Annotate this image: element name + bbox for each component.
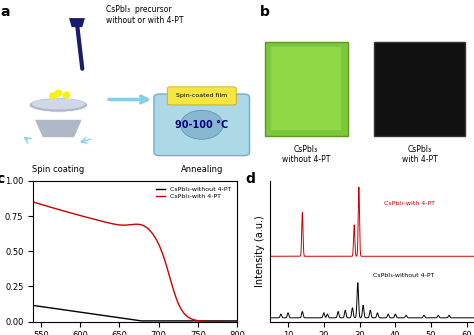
CsPbI₃-without 4-PT xyxy=(141,319,147,323)
CsPbI₃-with 4-PT xyxy=(234,320,240,324)
CsPbI₃-without 4-PT xyxy=(138,319,144,323)
CsPbI₃-without 4-PT xyxy=(127,317,133,321)
CsPbI₃-without 4-PT xyxy=(30,304,36,308)
CsPbI₃-without 4-PT xyxy=(198,319,203,323)
FancyBboxPatch shape xyxy=(271,47,341,130)
CsPbI₃-without 4-PT xyxy=(152,319,158,323)
Circle shape xyxy=(181,110,223,139)
Ellipse shape xyxy=(32,98,85,110)
Text: CsPbI₃
with 4-PT: CsPbI₃ with 4-PT xyxy=(401,145,438,164)
CsPbI₃-without 4-PT xyxy=(128,318,134,322)
Legend: CsPbI₃-without 4-PT, CsPbI₃-with 4-PT: CsPbI₃-without 4-PT, CsPbI₃-with 4-PT xyxy=(153,184,234,202)
Text: 90-100 °C: 90-100 °C xyxy=(175,120,228,130)
CsPbI₃-with 4-PT xyxy=(141,224,146,228)
Polygon shape xyxy=(69,18,85,27)
CsPbI₃-with 4-PT xyxy=(197,319,203,323)
CsPbI₃-with 4-PT xyxy=(152,234,157,239)
Text: a: a xyxy=(0,5,9,19)
FancyBboxPatch shape xyxy=(264,42,347,136)
CsPbI₃-without 4-PT xyxy=(234,319,240,323)
Text: Annealing: Annealing xyxy=(181,165,223,174)
Text: Spin coating: Spin coating xyxy=(32,165,84,174)
CsPbI₃-with 4-PT xyxy=(127,223,133,227)
Polygon shape xyxy=(35,119,82,137)
Text: b: b xyxy=(260,5,270,19)
FancyBboxPatch shape xyxy=(374,42,465,136)
Ellipse shape xyxy=(29,98,88,112)
Text: CsPbI₃-without 4-PT: CsPbI₃-without 4-PT xyxy=(374,273,435,278)
Text: c: c xyxy=(0,173,5,187)
Text: d: d xyxy=(246,173,255,187)
Line: CsPbI₃-without 4-PT: CsPbI₃-without 4-PT xyxy=(33,306,237,321)
Text: CsPbI₃-with 4-PT: CsPbI₃-with 4-PT xyxy=(383,201,435,206)
Text: CsPbI₃
without 4-PT: CsPbI₃ without 4-PT xyxy=(282,145,330,164)
CsPbI₃-with 4-PT xyxy=(229,320,235,324)
Y-axis label: Intensity (a.u.): Intensity (a.u.) xyxy=(255,215,264,287)
FancyBboxPatch shape xyxy=(154,94,249,155)
Ellipse shape xyxy=(63,91,70,98)
CsPbI₃-with 4-PT xyxy=(128,223,134,227)
Ellipse shape xyxy=(55,89,63,97)
FancyBboxPatch shape xyxy=(167,87,236,105)
CsPbI₃-without 4-PT xyxy=(230,319,236,323)
Line: CsPbI₃-with 4-PT: CsPbI₃-with 4-PT xyxy=(33,202,237,322)
Text: CsPbI₃  precursor
without or with 4-PT: CsPbI₃ precursor without or with 4-PT xyxy=(106,5,184,25)
Text: Spin-coated film: Spin-coated film xyxy=(176,93,228,98)
Ellipse shape xyxy=(49,92,57,99)
CsPbI₃-with 4-PT xyxy=(30,200,36,204)
